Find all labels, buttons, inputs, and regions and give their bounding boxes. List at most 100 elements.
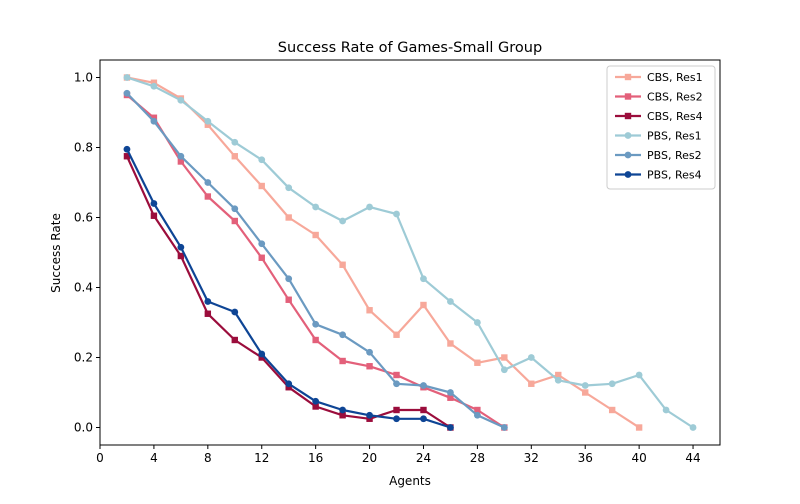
data-point: [312, 336, 319, 344]
y-axis-label: Success Rate: [49, 213, 63, 293]
x-tick-label: 24: [416, 451, 431, 465]
data-point: [123, 153, 131, 160]
data-point: [312, 231, 319, 239]
data-point: [204, 117, 212, 125]
series-pbs-res2: [123, 89, 508, 431]
data-point: [608, 406, 616, 414]
data-point: [393, 415, 400, 423]
data-point: [366, 307, 373, 314]
series-cbs-res4: [123, 153, 454, 431]
data-point: [420, 382, 427, 389]
data-point: [312, 203, 320, 211]
data-point: [339, 261, 346, 268]
data-point: [285, 384, 292, 391]
data-point: [204, 121, 212, 128]
data-point: [473, 319, 481, 326]
data-point: [258, 354, 265, 361]
data-point: [150, 200, 158, 207]
data-point: [635, 371, 643, 379]
x-tick-label: 4: [150, 451, 158, 465]
data-point: [150, 79, 158, 86]
legend-entry: CBS, Res2: [615, 91, 703, 104]
legend-entry: CBS, Res4: [615, 110, 703, 123]
data-point: [393, 371, 400, 379]
x-axis-label: Agents: [389, 474, 431, 488]
data-point: [258, 156, 266, 164]
x-tick-label: 32: [524, 451, 539, 465]
data-point: [150, 212, 158, 219]
data-point: [474, 406, 481, 414]
data-point: [312, 403, 319, 410]
data-point: [420, 406, 427, 414]
series-layer: [123, 74, 697, 431]
y-tick-label: 1.0: [74, 71, 93, 85]
data-point: [662, 406, 670, 414]
data-point: [689, 424, 697, 431]
data-point: [339, 412, 346, 419]
data-point: [635, 424, 643, 431]
legend-label: CBS, Res4: [647, 110, 703, 123]
data-point: [500, 366, 508, 374]
data-point: [420, 275, 427, 283]
data-point: [258, 350, 266, 358]
legend-entry: PBS, Res1: [615, 130, 702, 143]
y-tick-label: 0.2: [74, 351, 93, 365]
data-point: [285, 296, 292, 303]
data-point: [150, 82, 158, 90]
legend: CBS, Res1 CBS, Res2 CBS, Res4 PBS, Res1 PBS,…: [606, 65, 716, 190]
plot-area-frame: [99, 59, 721, 446]
legend-marker: [624, 171, 632, 178]
data-point: [285, 380, 293, 388]
data-point: [123, 145, 131, 153]
data-point: [231, 308, 239, 316]
data-point: [258, 240, 266, 248]
series-pbs-res1: [123, 74, 697, 431]
data-point: [150, 117, 158, 125]
data-point: [339, 406, 347, 414]
data-point: [447, 298, 454, 305]
x-tick-label: 36: [578, 451, 593, 465]
x-axis-ticks: 0 4 8 12 16 20 24 28 32 36 40 44: [96, 445, 701, 465]
legend-entry: PBS, Res2: [615, 149, 702, 162]
data-point: [177, 243, 185, 251]
series-line: [126, 76, 694, 429]
data-point: [366, 203, 373, 211]
data-point: [204, 298, 212, 305]
data-point: [528, 380, 535, 387]
data-point: [231, 153, 238, 160]
legend-entry: CBS, Res1: [615, 71, 703, 84]
data-point: [447, 424, 454, 431]
data-point: [500, 424, 508, 431]
data-point: [285, 275, 293, 283]
x-tick-label: 28: [470, 451, 485, 465]
data-point: [366, 411, 373, 419]
data-point: [527, 354, 535, 361]
data-point: [231, 217, 238, 225]
legend-marker: [624, 132, 632, 139]
chart-title: Success Rate of Games-Small Group: [278, 40, 542, 56]
legend-marker: [624, 93, 632, 100]
y-tick-label: 0.4: [74, 281, 93, 295]
x-tick-label: 44: [685, 451, 700, 465]
data-point: [393, 210, 400, 218]
data-point: [582, 389, 589, 396]
data-point: [123, 74, 131, 81]
legend-label: PBS, Res4: [647, 169, 702, 182]
legend-marker: [624, 73, 632, 81]
data-point: [339, 357, 346, 365]
data-point: [608, 380, 616, 388]
legend-label: CBS, Res1: [647, 71, 703, 84]
legend-entry: PBS, Res4: [615, 169, 702, 182]
data-point: [231, 205, 239, 213]
data-point: [366, 415, 373, 422]
x-tick-label: 20: [362, 451, 377, 465]
data-point: [204, 193, 212, 200]
data-point: [501, 354, 508, 361]
data-point: [258, 182, 265, 190]
x-tick-label: 40: [631, 451, 646, 465]
data-point: [447, 389, 454, 396]
data-point: [393, 406, 400, 414]
data-point: [366, 363, 373, 370]
y-tick-label: 0.8: [74, 141, 93, 155]
